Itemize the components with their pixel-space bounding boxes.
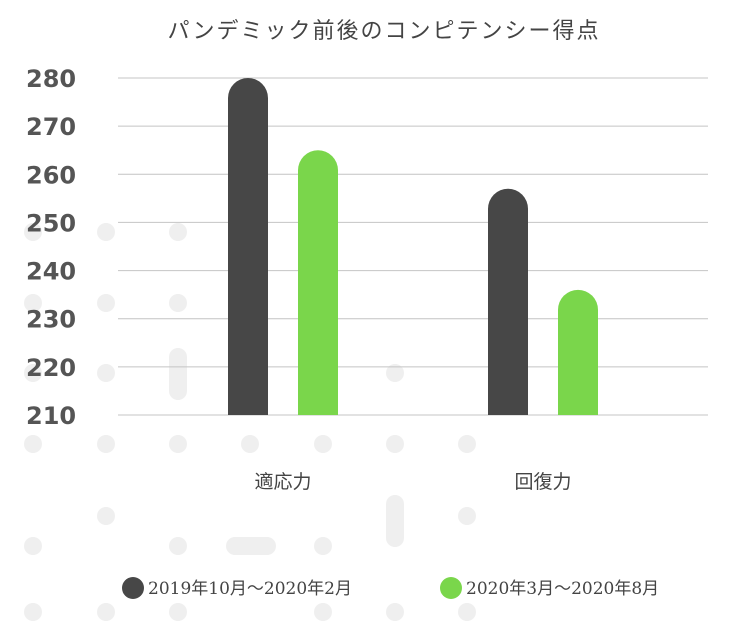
chart-title: パンデミック前後のコンピテンシー得点	[167, 19, 600, 44]
deco-pill	[386, 495, 404, 547]
y-tick-label: 240	[26, 258, 76, 286]
y-tick-label: 210	[26, 402, 76, 430]
deco-dot	[314, 603, 332, 621]
deco-dot	[97, 364, 115, 382]
y-tick-label: 230	[26, 306, 76, 334]
deco-dot	[24, 223, 42, 241]
legend: 2019年10月～2020年2月 2020年3月～2020年8月	[122, 577, 659, 599]
deco-dot	[24, 435, 42, 453]
deco-pill	[226, 537, 276, 555]
deco-dot	[169, 537, 187, 555]
legend-label: 2019年10月～2020年2月	[148, 579, 352, 599]
deco-dot	[169, 294, 187, 312]
y-axis-ticks: 210 220 230 240 250 260 270 280	[26, 65, 76, 430]
deco-dot	[169, 435, 187, 453]
deco-dot	[314, 435, 332, 453]
y-tick-label: 270	[26, 113, 76, 141]
deco-dot	[386, 364, 404, 382]
deco-dot	[314, 537, 332, 555]
deco-dot	[169, 603, 187, 621]
y-tick-label: 220	[26, 354, 76, 382]
deco-dot	[458, 435, 476, 453]
background-decoration	[24, 223, 476, 621]
x-category-label: 適応力	[254, 471, 311, 493]
y-tick-label: 260	[26, 161, 76, 189]
gridlines	[118, 77, 708, 416]
deco-pill	[169, 348, 187, 400]
bar	[298, 150, 338, 415]
bar	[488, 188, 528, 415]
bars	[228, 78, 598, 415]
y-tick-label: 250	[26, 209, 76, 237]
bar	[228, 78, 268, 415]
deco-dot	[386, 435, 404, 453]
legend-swatch	[440, 577, 462, 599]
deco-dot	[169, 223, 187, 241]
deco-dot	[97, 603, 115, 621]
category-labels: 適応力 回復力	[254, 471, 571, 493]
deco-dot	[386, 603, 404, 621]
legend-label: 2020年3月～2020年8月	[466, 579, 659, 599]
deco-dot	[24, 603, 42, 621]
x-category-label: 回復力	[514, 471, 571, 493]
deco-dot	[97, 294, 115, 312]
deco-dot	[24, 537, 42, 555]
deco-dot	[241, 435, 259, 453]
deco-dot	[24, 294, 42, 312]
deco-dot	[458, 603, 476, 621]
deco-dot	[97, 507, 115, 525]
y-tick-label: 280	[26, 65, 76, 93]
deco-dot	[24, 364, 42, 382]
legend-swatch	[122, 577, 144, 599]
deco-dot	[97, 435, 115, 453]
deco-dot	[97, 223, 115, 241]
bar	[558, 289, 598, 415]
deco-dot	[458, 507, 476, 525]
